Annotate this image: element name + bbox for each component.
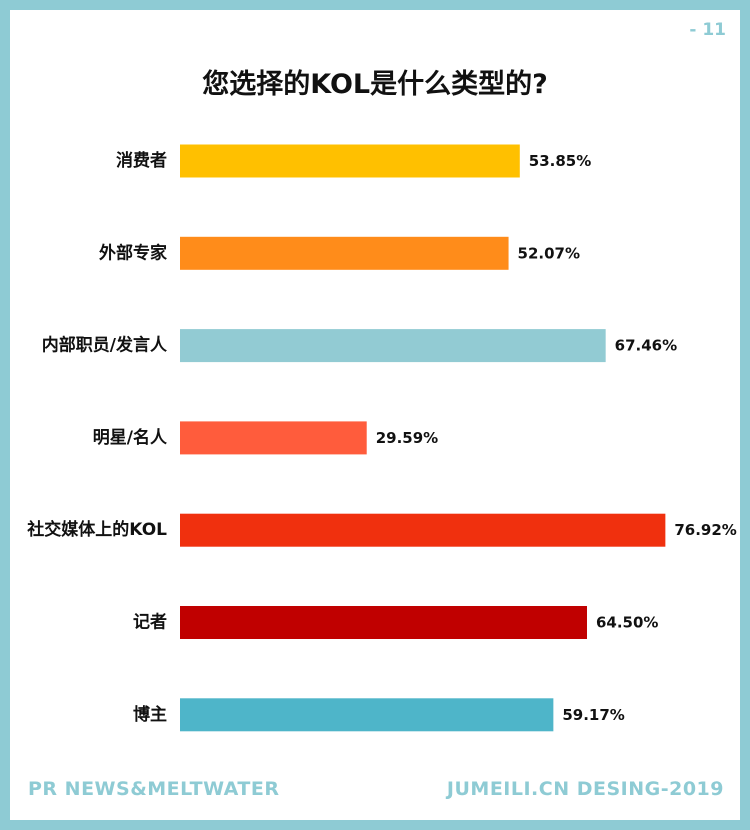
bar [180,421,367,455]
category-label: 明星/名人 [93,427,168,448]
category-label: 外部专家 [99,242,167,263]
value-label: 64.50% [596,614,658,632]
category-label: 内部职员/发言人 [42,335,168,356]
chart-title: 您选择的KOL是什么类型的? [202,69,548,100]
category-label: 博主 [133,704,167,725]
page-number: - 11 [689,20,726,40]
value-label: 59.17% [562,706,624,724]
footer-credit: JUMEILI.CN DESING-2019 [446,778,724,800]
bar [180,606,587,639]
bar [180,144,520,178]
bar [180,513,666,547]
value-label: 67.46% [615,337,677,355]
category-label: 记者 [133,612,167,633]
value-label: 52.07% [518,244,580,262]
category-label: 消费者 [116,150,167,171]
category-label: 社交媒体上的KOL [26,519,167,540]
footer-source: PR NEWS&MELTWATER [28,778,280,800]
bar [180,236,509,270]
value-label: 76.92% [674,521,736,539]
bar [180,698,554,732]
bar [180,329,606,363]
value-label: 53.85% [529,152,591,170]
value-label: 29.59% [376,429,438,447]
